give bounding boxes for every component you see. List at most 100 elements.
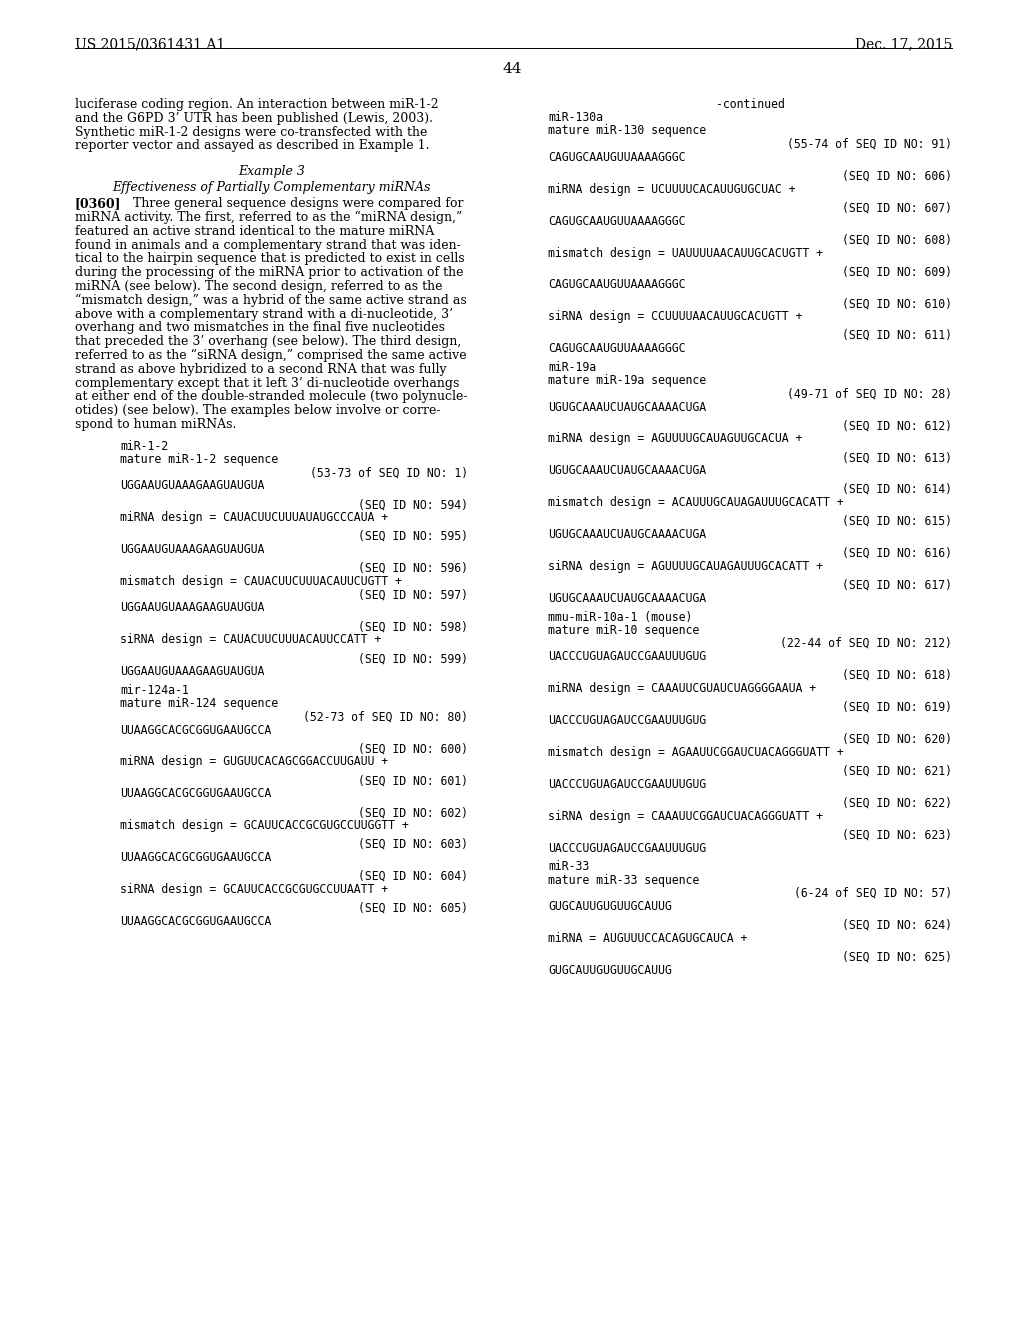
Text: overhang and two mismatches in the final five nucleotides: overhang and two mismatches in the final… xyxy=(75,321,445,334)
Text: GUGCAUUGUGUUGCAUUG: GUGCAUUGUGUUGCAUUG xyxy=(548,964,672,977)
Text: during the processing of the miRNA prior to activation of the: during the processing of the miRNA prior… xyxy=(75,267,464,280)
Text: tical to the hairpin sequence that is predicted to exist in cells: tical to the hairpin sequence that is pr… xyxy=(75,252,465,265)
Text: miRNA = AUGUUUCCACAGUGCAUCA +: miRNA = AUGUUUCCACAGUGCAUCA + xyxy=(548,932,748,945)
Text: mismatch design = AGAAUUCGGAUCUACAGGGUATT +: mismatch design = AGAAUUCGGAUCUACAGGGUAT… xyxy=(548,746,844,759)
Text: (SEQ ID NO: 610): (SEQ ID NO: 610) xyxy=(842,297,952,310)
Text: (SEQ ID NO: 594): (SEQ ID NO: 594) xyxy=(358,498,468,511)
Text: UUAAGGCACGCGGUGAAUGCCA: UUAAGGCACGCGGUGAAUGCCA xyxy=(120,915,271,928)
Text: -continued: -continued xyxy=(716,98,784,111)
Text: (SEQ ID NO: 617): (SEQ ID NO: 617) xyxy=(842,578,952,591)
Text: found in animals and a complementary strand that was iden-: found in animals and a complementary str… xyxy=(75,239,461,252)
Text: (55-74 of SEQ ID NO: 91): (55-74 of SEQ ID NO: 91) xyxy=(787,137,952,150)
Text: mature miR-130 sequence: mature miR-130 sequence xyxy=(548,124,707,137)
Text: (SEQ ID NO: 598): (SEQ ID NO: 598) xyxy=(358,620,468,634)
Text: CAGUGCAAUGUUAAAAGGGC: CAGUGCAAUGUUAAAAGGGC xyxy=(548,342,685,355)
Text: mature miR-10 sequence: mature miR-10 sequence xyxy=(548,624,699,636)
Text: (SEQ ID NO: 620): (SEQ ID NO: 620) xyxy=(842,733,952,746)
Text: spond to human miRNAs.: spond to human miRNAs. xyxy=(75,418,237,432)
Text: (SEQ ID NO: 606): (SEQ ID NO: 606) xyxy=(842,169,952,182)
Text: miR-19a: miR-19a xyxy=(548,360,596,374)
Text: mature miR-1-2 sequence: mature miR-1-2 sequence xyxy=(120,453,279,466)
Text: UGUGCAAAUCUAUGCAAAACUGA: UGUGCAAAUCUAUGCAAAACUGA xyxy=(548,465,707,478)
Text: (SEQ ID NO: 608): (SEQ ID NO: 608) xyxy=(842,234,952,247)
Text: (SEQ ID NO: 607): (SEQ ID NO: 607) xyxy=(842,202,952,214)
Text: luciferase coding region. An interaction between miR-1-2: luciferase coding region. An interaction… xyxy=(75,98,438,111)
Text: CAGUGCAAUGUUAAAAGGGC: CAGUGCAAUGUUAAAAGGGC xyxy=(548,150,685,164)
Text: (SEQ ID NO: 622): (SEQ ID NO: 622) xyxy=(842,796,952,809)
Text: Dec. 17, 2015: Dec. 17, 2015 xyxy=(855,37,952,51)
Text: CAGUGCAAUGUUAAAAGGGC: CAGUGCAAUGUUAAAAGGGC xyxy=(548,279,685,292)
Text: reporter vector and assayed as described in Example 1.: reporter vector and assayed as described… xyxy=(75,140,429,152)
Text: (SEQ ID NO: 605): (SEQ ID NO: 605) xyxy=(358,902,468,915)
Text: US 2015/0361431 A1: US 2015/0361431 A1 xyxy=(75,37,225,51)
Text: UUAAGGCACGCGGUGAAUGCCA: UUAAGGCACGCGGUGAAUGCCA xyxy=(120,851,271,865)
Text: featured an active strand identical to the mature miRNA: featured an active strand identical to t… xyxy=(75,224,434,238)
Text: and the G6PD 3’ UTR has been published (Lewis, 2003).: and the G6PD 3’ UTR has been published (… xyxy=(75,112,433,125)
Text: (SEQ ID NO: 611): (SEQ ID NO: 611) xyxy=(842,329,952,342)
Text: (52-73 of SEQ ID NO: 80): (52-73 of SEQ ID NO: 80) xyxy=(303,710,468,723)
Text: (22-44 of SEQ ID NO: 212): (22-44 of SEQ ID NO: 212) xyxy=(780,638,952,649)
Text: otides) (see below). The examples below involve or corre-: otides) (see below). The examples below … xyxy=(75,404,440,417)
Text: (53-73 of SEQ ID NO: 1): (53-73 of SEQ ID NO: 1) xyxy=(310,466,468,479)
Text: mir-124a-1: mir-124a-1 xyxy=(120,684,188,697)
Text: that preceded the 3’ overhang (see below). The third design,: that preceded the 3’ overhang (see below… xyxy=(75,335,461,348)
Text: UGUGCAAAUCUAUGCAAAACUGA: UGUGCAAAUCUAUGCAAAACUGA xyxy=(548,591,707,605)
Text: (SEQ ID NO: 600): (SEQ ID NO: 600) xyxy=(358,742,468,755)
Text: (SEQ ID NO: 595): (SEQ ID NO: 595) xyxy=(358,531,468,543)
Text: UGGAAUGUAAAGAAGUAUGUA: UGGAAUGUAAAGAAGUAUGUA xyxy=(120,479,264,492)
Text: (SEQ ID NO: 604): (SEQ ID NO: 604) xyxy=(358,870,468,883)
Text: “mismatch design,” was a hybrid of the same active strand as: “mismatch design,” was a hybrid of the s… xyxy=(75,294,467,308)
Text: miR-33: miR-33 xyxy=(548,861,589,874)
Text: UGUGCAAAUCUAUGCAAAACUGA: UGUGCAAAUCUAUGCAAAACUGA xyxy=(548,528,707,541)
Text: (SEQ ID NO: 618): (SEQ ID NO: 618) xyxy=(842,669,952,682)
Text: UGGAAUGUAAAGAAGUAUGUA: UGGAAUGUAAAGAAGUAUGUA xyxy=(120,544,264,556)
Text: at either end of the double-stranded molecule (two polynucle-: at either end of the double-stranded mol… xyxy=(75,391,468,404)
Text: mismatch design = CAUACUUCUUUACAUUCUGTT +: mismatch design = CAUACUUCUUUACAUUCUGTT … xyxy=(120,576,401,589)
Text: above with a complementary strand with a di-nucleotide, 3’: above with a complementary strand with a… xyxy=(75,308,453,321)
Text: (49-71 of SEQ ID NO: 28): (49-71 of SEQ ID NO: 28) xyxy=(787,387,952,400)
Text: miRNA activity. The first, referred to as the “miRNA design,”: miRNA activity. The first, referred to a… xyxy=(75,211,462,224)
Text: GUGCAUUGUGUUGCAUUG: GUGCAUUGUGUUGCAUUG xyxy=(548,900,672,913)
Text: (6-24 of SEQ ID NO: 57): (6-24 of SEQ ID NO: 57) xyxy=(794,887,952,900)
Text: (SEQ ID NO: 621): (SEQ ID NO: 621) xyxy=(842,764,952,777)
Text: mature miR-19a sequence: mature miR-19a sequence xyxy=(548,374,707,387)
Text: (SEQ ID NO: 596): (SEQ ID NO: 596) xyxy=(358,562,468,576)
Text: (SEQ ID NO: 615): (SEQ ID NO: 615) xyxy=(842,515,952,528)
Text: (SEQ ID NO: 623): (SEQ ID NO: 623) xyxy=(842,829,952,841)
Text: Synthetic miR-1-2 designs were co-transfected with the: Synthetic miR-1-2 designs were co-transf… xyxy=(75,125,427,139)
Text: Example 3: Example 3 xyxy=(238,165,305,178)
Text: 44: 44 xyxy=(502,62,522,77)
Text: mismatch design = GCAUUCACCGCGUGCCUUGGTT +: mismatch design = GCAUUCACCGCGUGCCUUGGTT… xyxy=(120,820,409,833)
Text: (SEQ ID NO: 602): (SEQ ID NO: 602) xyxy=(358,807,468,820)
Text: UGGAAUGUAAAGAAGUAUGUA: UGGAAUGUAAAGAAGUAUGUA xyxy=(120,665,264,678)
Text: miRNA (see below). The second design, referred to as the: miRNA (see below). The second design, re… xyxy=(75,280,442,293)
Text: miRNA design = AGUUUUGCAUAGUUGCACUA +: miRNA design = AGUUUUGCAUAGUUGCACUA + xyxy=(548,433,803,445)
Text: miRNA design = CAUACUUCUUUAUAUGCCCAUA +: miRNA design = CAUACUUCUUUAUAUGCCCAUA + xyxy=(120,511,388,524)
Text: mismatch design = UAUUUUAACAUUGCACUGTT +: mismatch design = UAUUUUAACAUUGCACUGTT + xyxy=(548,247,823,260)
Text: (SEQ ID NO: 601): (SEQ ID NO: 601) xyxy=(358,775,468,787)
Text: siRNA design = CAUACUUCUUUACAUUCCATT +: siRNA design = CAUACUUCUUUACAUUCCATT + xyxy=(120,634,381,647)
Text: miRNA design = CAAAUUCGUAUCUAGGGGAAUA +: miRNA design = CAAAUUCGUAUCUAGGGGAAUA + xyxy=(548,682,816,696)
Text: (SEQ ID NO: 616): (SEQ ID NO: 616) xyxy=(842,546,952,560)
Text: UGGAAUGUAAAGAAGUAUGUA: UGGAAUGUAAAGAAGUAUGUA xyxy=(120,602,264,615)
Text: [0360]: [0360] xyxy=(75,197,122,210)
Text: UUAAGGCACGCGGUGAAUGCCA: UUAAGGCACGCGGUGAAUGCCA xyxy=(120,723,271,737)
Text: (SEQ ID NO: 625): (SEQ ID NO: 625) xyxy=(842,950,952,964)
Text: miRNA design = GUGUUCACAGCGGACCUUGAUU +: miRNA design = GUGUUCACAGCGGACCUUGAUU + xyxy=(120,755,388,768)
Text: mature miR-33 sequence: mature miR-33 sequence xyxy=(548,874,699,887)
Text: (SEQ ID NO: 624): (SEQ ID NO: 624) xyxy=(842,919,952,932)
Text: (SEQ ID NO: 609): (SEQ ID NO: 609) xyxy=(842,265,952,279)
Text: (SEQ ID NO: 603): (SEQ ID NO: 603) xyxy=(358,838,468,851)
Text: miRNA design = UCUUUUCACAUUGUGCUAC +: miRNA design = UCUUUUCACAUUGUGCUAC + xyxy=(548,182,796,195)
Text: Three general sequence designs were compared for: Three general sequence designs were comp… xyxy=(121,197,464,210)
Text: UGUGCAAAUCUAUGCAAAACUGA: UGUGCAAAUCUAUGCAAAACUGA xyxy=(548,400,707,413)
Text: siRNA design = GCAUUCACCGCGUGCCUUAATT +: siRNA design = GCAUUCACCGCGUGCCUUAATT + xyxy=(120,883,388,896)
Text: UACCCUGUAGAUCCGAAUUUGUG: UACCCUGUAGAUCCGAAUUUGUG xyxy=(548,842,707,854)
Text: mmu-miR-10a-1 (mouse): mmu-miR-10a-1 (mouse) xyxy=(548,611,692,623)
Text: (SEQ ID NO: 613): (SEQ ID NO: 613) xyxy=(842,451,952,465)
Text: complementary except that it left 3’ di-nucleotide overhangs: complementary except that it left 3’ di-… xyxy=(75,376,460,389)
Text: mismatch design = ACAUUUGCAUAGAUUUGCACATT +: mismatch design = ACAUUUGCAUAGAUUUGCACAT… xyxy=(548,496,844,510)
Text: siRNA design = AGUUUUGCAUAGAUUUGCACATT +: siRNA design = AGUUUUGCAUAGAUUUGCACATT + xyxy=(548,560,823,573)
Text: siRNA design = CAAAUUCGGAUCUACAGGGUATT +: siRNA design = CAAAUUCGGAUCUACAGGGUATT + xyxy=(548,809,823,822)
Text: siRNA design = CCUUUUAACAUUGCACUGTT +: siRNA design = CCUUUUAACAUUGCACUGTT + xyxy=(548,310,803,323)
